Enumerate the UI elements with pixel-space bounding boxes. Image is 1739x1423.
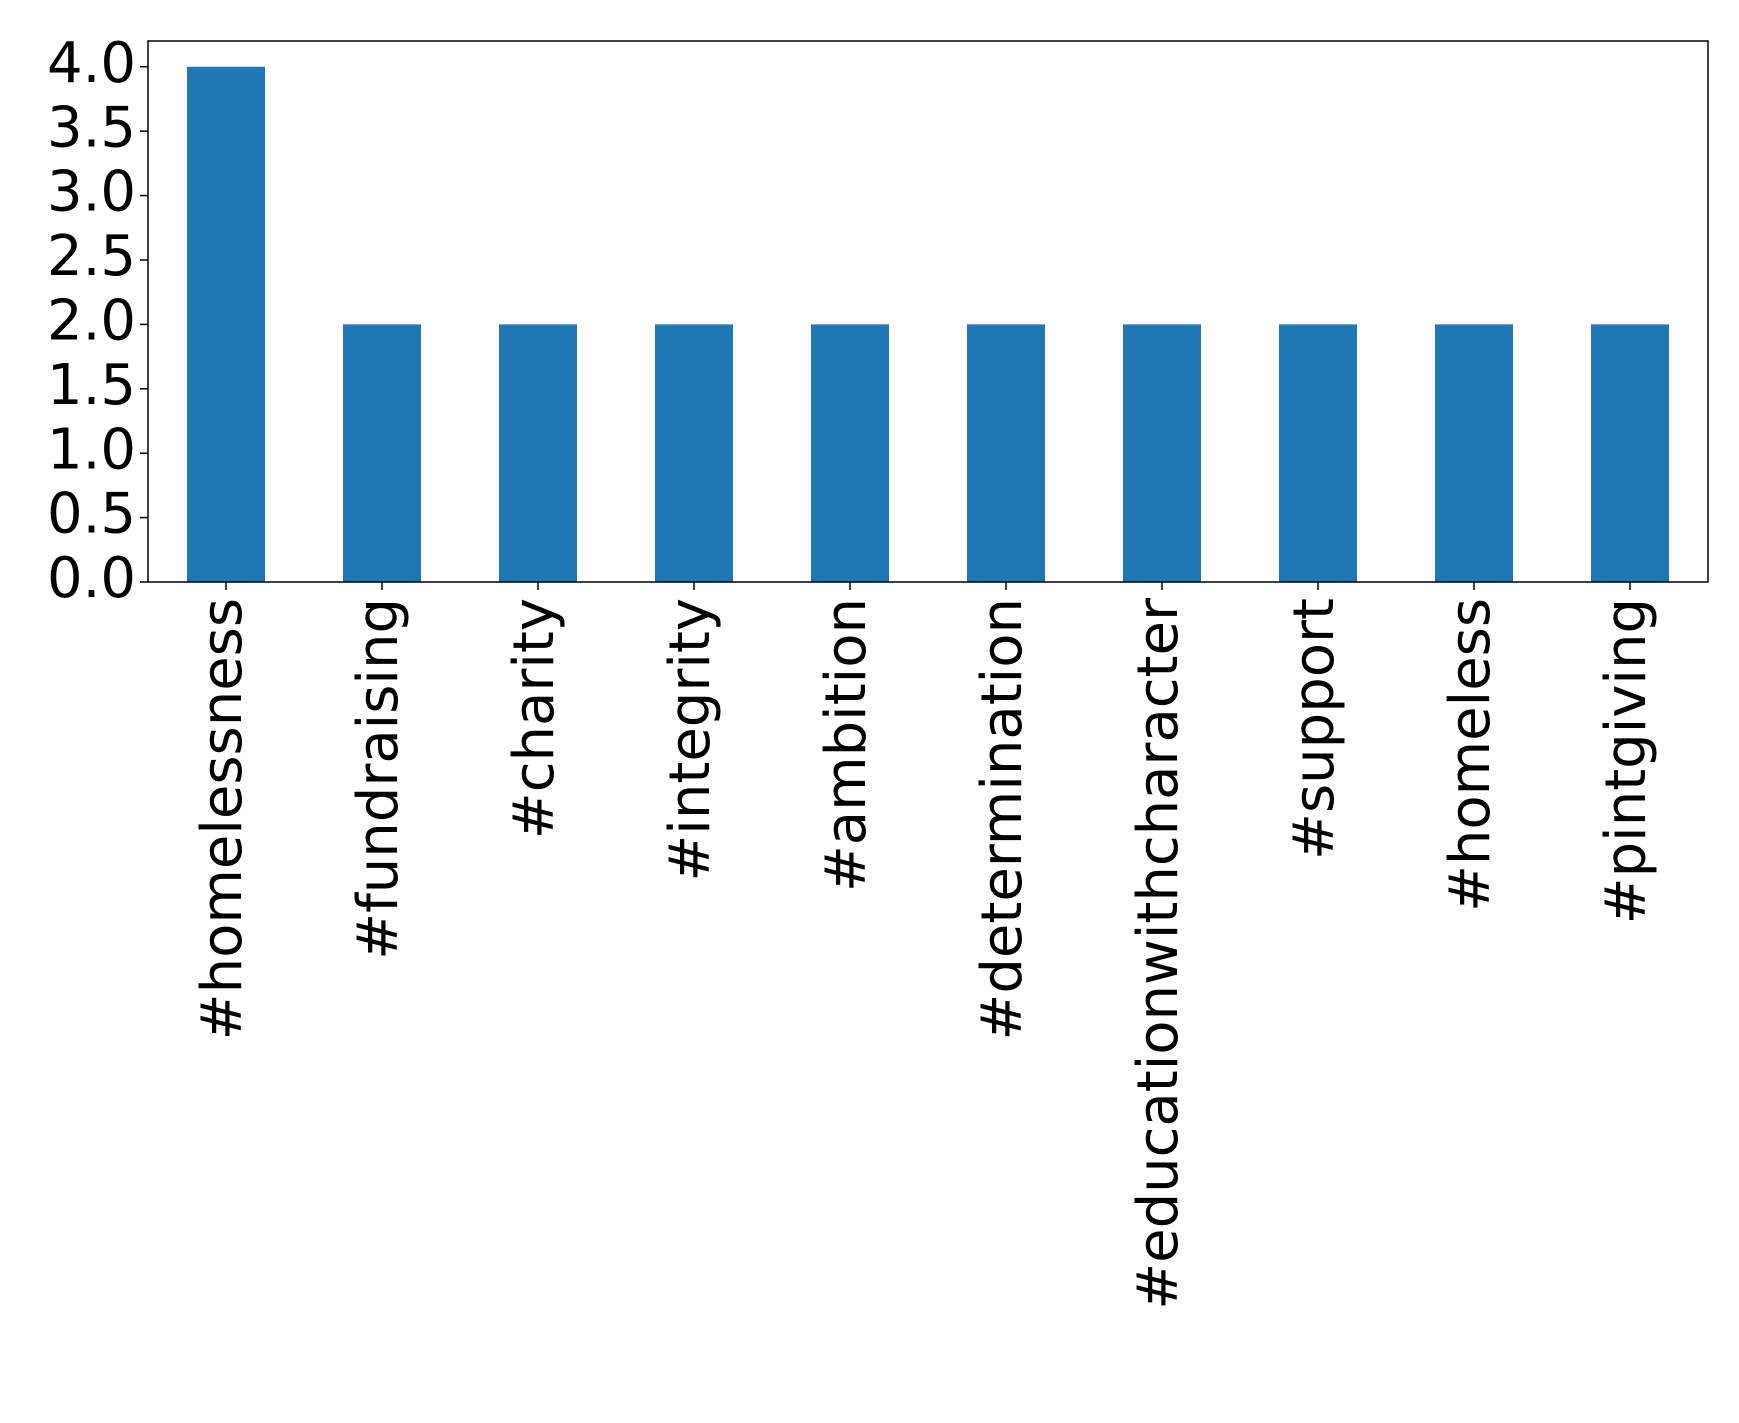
- x-tick-label: #determination: [970, 598, 1035, 1041]
- bar: [967, 324, 1045, 582]
- bar: [1279, 324, 1357, 582]
- x-tick-label: #support: [1282, 598, 1347, 860]
- x-tick-label: #charity: [502, 598, 567, 839]
- x-tick-label: #integrity: [658, 598, 723, 882]
- y-tick-label: 0.5: [47, 482, 136, 547]
- bar: [1123, 324, 1201, 582]
- x-tick-label: #fundraising: [346, 598, 411, 960]
- y-tick-label: 1.5: [47, 353, 136, 418]
- plot-frame: [147, 40, 1709, 583]
- y-tick-label: 0.0: [47, 546, 136, 611]
- bar: [499, 324, 577, 582]
- y-tick-label: 4.0: [47, 31, 136, 96]
- x-tick-label: #ambition: [814, 598, 879, 892]
- y-tick-label: 1.0: [47, 417, 136, 482]
- bar: [187, 66, 265, 582]
- bar: [1435, 324, 1513, 582]
- x-tick-label: #homelessness: [190, 598, 255, 1040]
- bar: [1591, 324, 1669, 582]
- bar: [655, 324, 733, 582]
- x-tick-label: #educationwithcharacter: [1126, 597, 1191, 1310]
- bar: [343, 324, 421, 582]
- y-tick-label: 3.5: [47, 95, 136, 160]
- x-tick-label: #homeless: [1438, 598, 1503, 912]
- y-tick-label: 2.0: [47, 289, 136, 354]
- y-tick-label: 3.0: [47, 160, 136, 225]
- x-tick-label: #pintgiving: [1594, 598, 1659, 924]
- bar: [811, 324, 889, 582]
- y-tick-label: 2.5: [47, 224, 136, 289]
